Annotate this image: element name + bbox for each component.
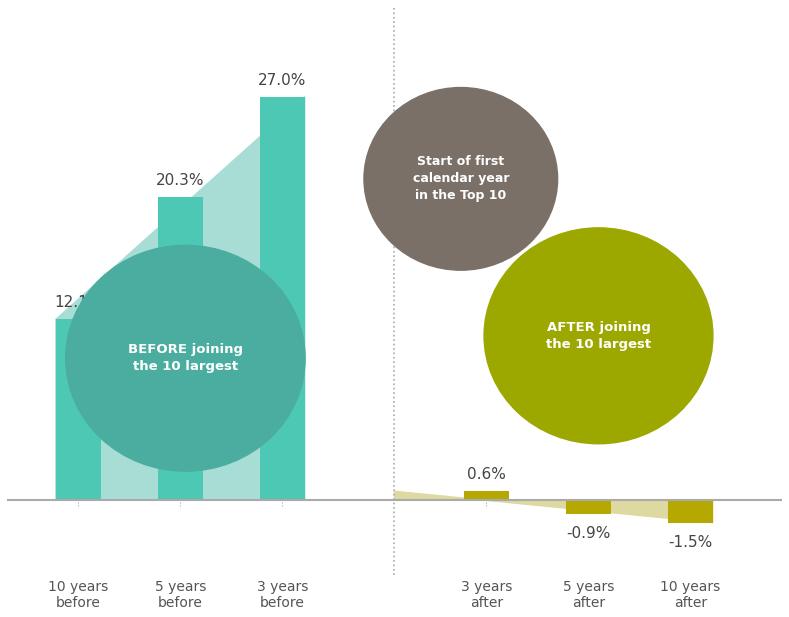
Text: 12.1%: 12.1% bbox=[54, 296, 103, 310]
Text: BEFORE joining
the 10 largest: BEFORE joining the 10 largest bbox=[128, 343, 243, 373]
Bar bbox=[260, 97, 305, 500]
Bar bbox=[56, 320, 101, 500]
Bar bbox=[158, 197, 203, 500]
Polygon shape bbox=[56, 97, 305, 500]
Ellipse shape bbox=[484, 228, 713, 444]
Text: AFTER joining
the 10 largest: AFTER joining the 10 largest bbox=[546, 321, 651, 351]
Bar bbox=[667, 500, 712, 523]
Text: 27.0%: 27.0% bbox=[258, 73, 306, 88]
Text: Start of first
calendar year
in the Top 10: Start of first calendar year in the Top … bbox=[413, 155, 509, 202]
Bar bbox=[566, 500, 611, 514]
Ellipse shape bbox=[65, 246, 305, 471]
Text: -1.5%: -1.5% bbox=[668, 535, 712, 550]
Bar bbox=[464, 491, 509, 500]
Ellipse shape bbox=[364, 88, 558, 270]
Text: 20.3%: 20.3% bbox=[156, 173, 204, 188]
Polygon shape bbox=[394, 491, 712, 523]
Text: -0.9%: -0.9% bbox=[566, 526, 611, 540]
Text: 0.6%: 0.6% bbox=[467, 467, 506, 482]
